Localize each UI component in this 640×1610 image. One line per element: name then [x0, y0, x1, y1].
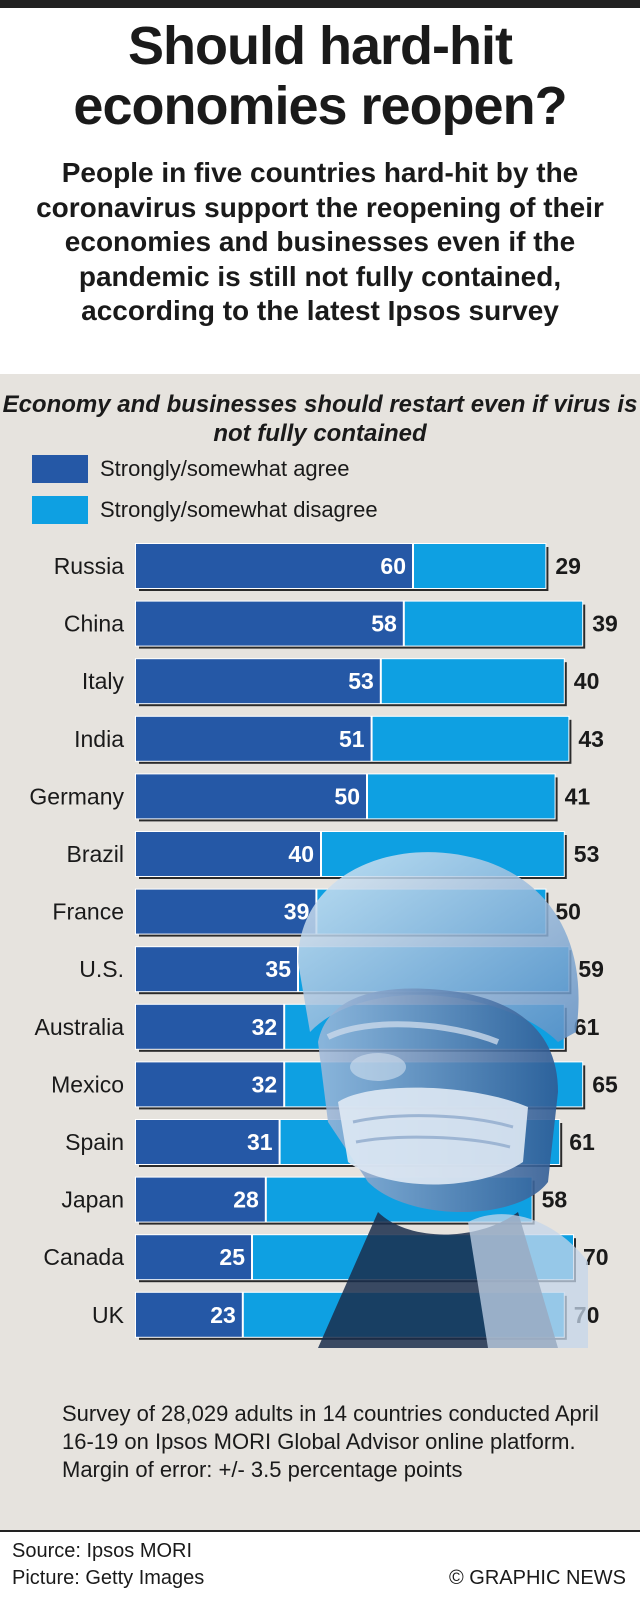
- bar-agree: [136, 1177, 265, 1222]
- value-label-disagree: 53: [574, 841, 600, 867]
- bar-row: Italy 53 40: [82, 658, 600, 707]
- category-label: Canada: [43, 1244, 124, 1270]
- bar-agree: [136, 889, 316, 934]
- bar-agree: [136, 601, 403, 646]
- bar-agree: [136, 716, 371, 761]
- value-label-agree: 35: [265, 956, 291, 982]
- bar-agree: [136, 774, 366, 819]
- category-label: France: [52, 899, 124, 925]
- value-label-disagree: 61: [574, 1014, 600, 1040]
- value-label-disagree: 59: [578, 956, 604, 982]
- value-label-agree: 32: [252, 1071, 278, 1097]
- picture-credit: Picture: Getty Images: [12, 1567, 205, 1589]
- gown-shoulder: [468, 1214, 588, 1348]
- value-label-agree: 32: [252, 1014, 278, 1040]
- bar-row: Germany 50 41: [29, 773, 591, 822]
- legend-swatch-agree: [32, 455, 88, 483]
- bar-agree: [136, 947, 297, 992]
- bar-disagree: [368, 774, 555, 819]
- value-label-agree: 23: [210, 1302, 236, 1328]
- chart-title: Economy and businesses should restart ev…: [2, 391, 638, 447]
- legend-label-agree: Strongly/somewhat agree: [100, 456, 350, 481]
- value-label-agree: 39: [284, 899, 310, 925]
- category-label: Brazil: [66, 841, 124, 867]
- footer-rule: [0, 1530, 640, 1532]
- value-label-disagree: 41: [565, 783, 591, 809]
- value-label-disagree: 50: [555, 899, 581, 925]
- headline: Should hard-hit economies reopen?: [73, 16, 567, 136]
- value-label-disagree: 61: [569, 1129, 595, 1155]
- category-label: Germany: [29, 783, 124, 809]
- bar-disagree: [404, 601, 583, 646]
- value-label-agree: 58: [371, 611, 397, 637]
- bar-agree: [136, 1062, 284, 1107]
- bar-agree: [136, 659, 380, 704]
- bar-agree: [136, 1235, 251, 1280]
- legend-swatch-disagree: [32, 496, 88, 524]
- bar-agree: [136, 832, 320, 876]
- standfirst: People in five countries hard-hit by the…: [36, 157, 604, 326]
- survey-notes: Survey of 28,029 adults in 14 countries …: [62, 1401, 599, 1482]
- category-label: U.S.: [79, 956, 124, 982]
- category-label: Spain: [65, 1129, 124, 1155]
- category-label: Japan: [61, 1187, 124, 1213]
- value-label-disagree: 58: [542, 1187, 568, 1213]
- bar-disagree: [414, 544, 546, 588]
- top-rule: [0, 0, 640, 8]
- value-label-disagree: 29: [555, 553, 581, 579]
- bar-agree: [136, 544, 412, 588]
- value-label-disagree: 39: [592, 611, 618, 637]
- bar-row: Brazil 40 53: [66, 831, 599, 879]
- category-label: India: [74, 726, 124, 752]
- category-label: China: [64, 611, 124, 637]
- value-label-agree: 53: [348, 668, 374, 694]
- bar-disagree: [381, 659, 564, 704]
- legend-label-disagree: Strongly/somewhat disagree: [100, 497, 378, 522]
- source-text: Source: Ipsos MORI: [12, 1540, 193, 1562]
- bar-agree: [136, 1292, 242, 1337]
- bar-agree: [136, 1004, 284, 1049]
- value-label-agree: 40: [288, 841, 314, 867]
- value-label-agree: 50: [334, 783, 360, 809]
- value-label-agree: 51: [339, 726, 365, 752]
- bar-row: China 58 39: [64, 600, 618, 649]
- category-label: Mexico: [51, 1071, 124, 1097]
- bar-row: Russia 60 29: [54, 543, 581, 591]
- value-label-disagree: 43: [578, 726, 604, 752]
- category-label: Russia: [54, 553, 125, 579]
- bar-agree: [136, 1120, 279, 1164]
- bar-disagree: [372, 716, 569, 761]
- value-label-agree: 28: [233, 1187, 259, 1213]
- bar-row: India 51 43: [74, 715, 604, 764]
- value-label-agree: 31: [247, 1129, 273, 1155]
- category-label: UK: [92, 1302, 125, 1328]
- category-label: Italy: [82, 668, 125, 694]
- category-label: Australia: [35, 1014, 125, 1040]
- goggle-lens: [350, 1053, 406, 1081]
- value-label-disagree: 65: [592, 1071, 618, 1097]
- value-label-agree: 60: [380, 553, 406, 579]
- value-label-disagree: 40: [574, 668, 600, 694]
- stacked-bar-chart: Russia 60 29 China 58 39 Italy 53 40 India 51 43 Ger…: [29, 543, 618, 1340]
- value-label-agree: 25: [219, 1244, 245, 1270]
- source-credits: Source: Ipsos MORI Picture: Getty Images: [12, 1538, 204, 1592]
- masked-worker-photo: [298, 852, 588, 1348]
- graphic-news-credit: © GRAPHIC NEWS: [449, 1567, 626, 1589]
